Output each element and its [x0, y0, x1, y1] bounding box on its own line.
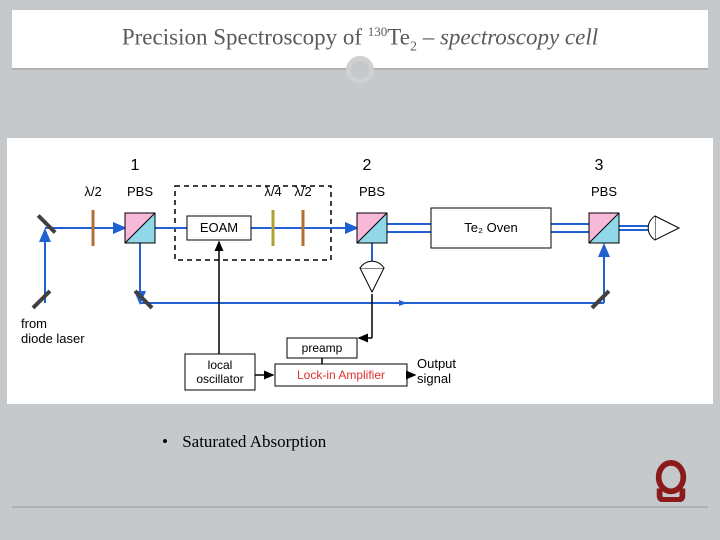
- footer-rule: [12, 506, 708, 508]
- wp-half-2-label: λ/2: [294, 184, 311, 199]
- from-laser-label1: from: [21, 316, 47, 331]
- mirror-0: [37, 214, 57, 234]
- pbs1-label: PBS: [127, 184, 153, 199]
- pbs2-label: PBS: [359, 184, 385, 199]
- title-suffix: – spectroscopy cell: [417, 25, 598, 50]
- circle-decor-icon: [346, 56, 374, 84]
- local-osc-l1: local: [208, 358, 233, 372]
- ou-logo-icon: [652, 460, 690, 502]
- pbs-3: PBS: [589, 184, 619, 243]
- mirror-2: [134, 290, 154, 310]
- bullet-text: Saturated Absorption: [182, 432, 326, 451]
- eoam-label: EOAM: [200, 220, 238, 235]
- section-2-label: 2: [363, 157, 372, 174]
- local-osc-l2: oscillator: [196, 372, 243, 386]
- mirror-1: [32, 290, 52, 310]
- from-laser-label2: diode laser: [21, 331, 85, 346]
- title-element: Te: [387, 25, 410, 50]
- beam-long-arr: [399, 300, 407, 306]
- detector-1: [648, 216, 679, 240]
- title-prefix: Precision Spectroscopy of: [122, 25, 368, 50]
- section-1-label: 1: [131, 157, 140, 174]
- pbs-2: PBS: [357, 184, 387, 243]
- lockin-label: Lock-in Amplifier: [297, 368, 385, 382]
- wp-quarter-label: λ/4: [264, 184, 281, 199]
- title-sub: 2: [410, 39, 417, 54]
- mirror-3: [591, 290, 611, 310]
- output-l1: Output: [417, 356, 456, 371]
- section-3-label: 3: [595, 157, 604, 174]
- slide-title: Precision Spectroscopy of 130Te2 – spect…: [12, 10, 708, 55]
- output-l2: signal: [417, 371, 451, 386]
- optical-diagram: 1 2 3: [7, 138, 713, 404]
- pbs3-label: PBS: [591, 184, 617, 199]
- preamp-label: preamp: [302, 341, 343, 355]
- oven-label: Te₂ Oven: [464, 220, 517, 235]
- bullet-point: Saturated Absorption: [162, 432, 326, 452]
- isotope-sup: 130: [368, 24, 388, 39]
- diagram-svg: 1 2 3: [7, 138, 713, 404]
- wp-half-1-label: λ/2: [84, 184, 101, 199]
- detector-2: [360, 261, 384, 292]
- pbs-1: PBS: [125, 184, 155, 243]
